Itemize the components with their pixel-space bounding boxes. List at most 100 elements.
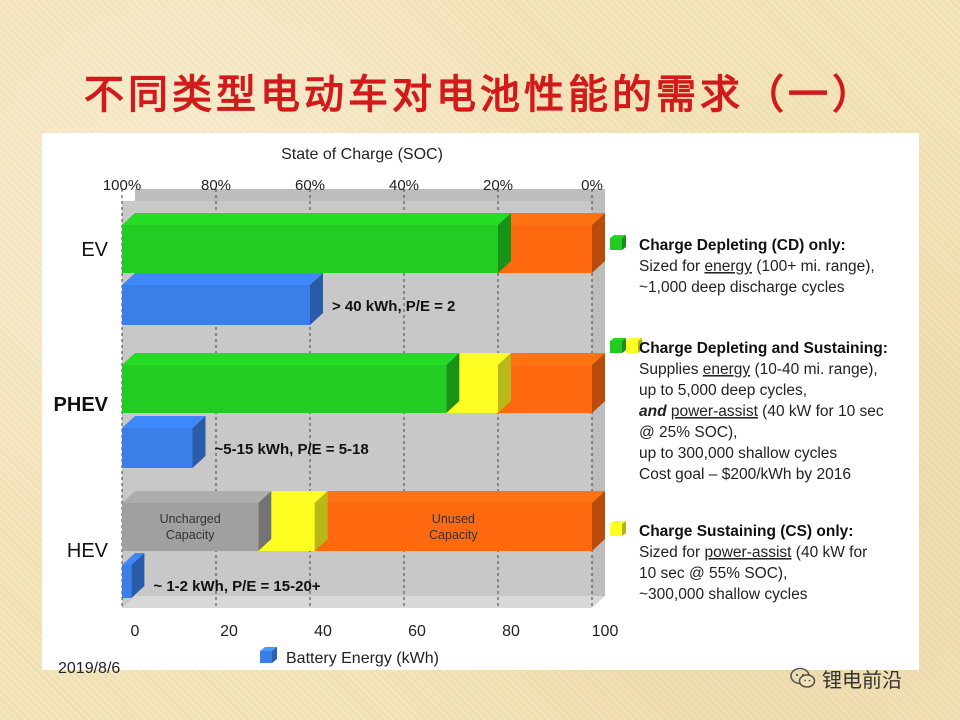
energy-tick-label: 40 [314, 623, 332, 640]
slide-title: 不同类型电动车对电池性能的需求（一） [84, 71, 876, 118]
soc-bar-uncharged: Uncharged Capacity [122, 491, 272, 551]
energy-legend-swatch-side [272, 647, 277, 663]
vehicle-label-ev: EV [81, 239, 108, 261]
vehicle-label-phev: PHEV [54, 394, 109, 416]
legend-line: Sized for energy (100+ mi. range), [639, 258, 875, 275]
brand-name: 锂电前沿 [822, 667, 902, 692]
soc-bar-unused-top [314, 491, 605, 503]
legend-swatch-side [622, 235, 626, 250]
energy-tick-label: 0 [131, 623, 140, 640]
energy-axis-title: Battery Energy (kWh) [286, 650, 439, 667]
legend-swatch-top [610, 521, 626, 524]
energy-legend-swatch-top [260, 647, 277, 651]
legend-line: up to 5,000 deep cycles, [639, 382, 807, 399]
soc-bar-unused-side [592, 213, 605, 273]
soc-axis-title: State of Charge (SOC) [281, 146, 443, 163]
soc-bar-cs-top [446, 353, 511, 365]
legend-line: Supplies energy (10-40 mi. range), [639, 361, 878, 378]
soc-bar-unused-top [498, 353, 605, 365]
soc-energy-chart: > 40 kWh, P/E = 2 ~5-15 kWh, P/E = 5-18 Un… [54, 146, 888, 667]
soc-tick-label: 60% [295, 177, 325, 194]
legend-line: ~300,000 shallow cycles [639, 586, 808, 603]
legend-line: @ 25% SOC), [639, 424, 737, 441]
legend-heading: Charge Depleting (CD) only: [639, 237, 846, 254]
legend-line: Sized for power-assist (40 kW for [639, 544, 867, 561]
legend-swatch-top [610, 338, 626, 341]
soc-bar-cs-side [314, 491, 328, 551]
soc-bar-uncharged-top [122, 491, 272, 503]
soc-bar-unused-front [314, 503, 592, 551]
energy-bar-front [122, 565, 132, 598]
soc-bar-unused-side [592, 491, 605, 551]
legend-line: Cost goal – $200/kWh by 2016 [639, 466, 851, 483]
energy-bar [122, 273, 323, 325]
soc-bar-cs-top [258, 491, 328, 503]
energy-bar-side [310, 273, 323, 325]
energy-bar-top [122, 416, 206, 428]
energy-tick-label: 100 [592, 623, 619, 640]
energy-tick-label: 80 [502, 623, 520, 640]
energy-bar-top [122, 273, 323, 285]
wechat-icon [790, 667, 816, 688]
soc-tick-label: 40% [389, 177, 419, 194]
legend-line: up to 300,000 shallow cycles [639, 445, 837, 462]
energy-bar-top [122, 553, 145, 565]
energy-bar-label: ~ 1-2 kWh, P/E = 15-20+ [153, 578, 320, 595]
energy-legend-swatch [260, 651, 272, 663]
legend-swatch-cd [610, 238, 622, 250]
legend-entry: Charge Depleting (CD) only: Sized for ene… [610, 235, 875, 296]
soc-bar-cd-top [122, 353, 460, 365]
legend-swatch-top [626, 338, 642, 341]
legend-heading: Charge Depleting and Sustaining: [639, 340, 888, 357]
legend-line: 10 sec @ 55% SOC), [639, 565, 787, 582]
soc-tick-label: 80% [201, 177, 231, 194]
soc-bar-cd-front [122, 365, 447, 413]
energy-bar-label: ~5-15 kWh, P/E = 5-18 [215, 441, 369, 458]
energy-bar-front [122, 428, 193, 468]
legend-swatch-top [610, 235, 626, 238]
energy-bar-front [122, 285, 310, 325]
slide-date: 2019/8/6 [58, 660, 121, 677]
energy-bar-side [192, 416, 206, 468]
soc-tick-label: 100% [103, 177, 141, 194]
soc-bar-cs-side [498, 353, 511, 413]
soc-bar-uncharged-side [258, 491, 272, 551]
energy-bar-side [131, 553, 145, 598]
legend-line: and power-assist (40 kW for 10 sec [639, 403, 884, 420]
soc-bar-unused-front [498, 365, 592, 413]
energy-bar-label: > 40 kWh, P/E = 2 [332, 298, 455, 315]
soc-bar-unused [498, 353, 605, 413]
legend-heading: Charge Sustaining (CS) only: [639, 523, 853, 540]
plot-floor [122, 596, 605, 608]
soc-bar-unused-side [592, 353, 605, 413]
vehicle-label-hev: HEV [67, 540, 109, 562]
soc-bar-cd [122, 213, 511, 273]
soc-tick-label: 0% [581, 177, 603, 194]
soc-bar-cd-side [446, 353, 460, 413]
soc-bar-cd [122, 353, 460, 413]
energy-bar [122, 416, 206, 468]
soc-bar-cd-side [498, 213, 511, 273]
soc-bar-label: Uncharged Capacity [160, 512, 221, 542]
soc-bar-unused [498, 213, 605, 273]
soc-tick-label: 20% [483, 177, 513, 194]
brand-watermark: 锂电前沿 [790, 664, 902, 692]
legend-swatch-cs [626, 341, 638, 353]
legend-swatch-side [638, 338, 642, 353]
legend-entry: Charge Sustaining (CS) only: Sized for po… [610, 521, 867, 603]
soc-bar-unused-top [498, 213, 605, 225]
legend-swatch-cs [610, 524, 622, 536]
soc-bar-unused-front [498, 225, 592, 273]
soc-bar-cd-top [122, 213, 511, 225]
energy-bar [122, 553, 145, 598]
soc-bar-label: Unused Capacity [429, 512, 478, 542]
legend-swatch-side [622, 521, 626, 536]
soc-bar-unused: Unused Capacity [314, 491, 605, 551]
soc-bar-uncharged-front [122, 503, 259, 551]
chart-panel: > 40 kWh, P/E = 2 ~5-15 kWh, P/E = 5-18 Un… [42, 133, 919, 670]
energy-tick-label: 60 [408, 623, 426, 640]
legend-swatch-side [622, 338, 626, 353]
energy-tick-label: 20 [220, 623, 238, 640]
soc-bar-cd-front [122, 225, 498, 273]
legend-line: ~1,000 deep discharge cycles [639, 279, 845, 296]
